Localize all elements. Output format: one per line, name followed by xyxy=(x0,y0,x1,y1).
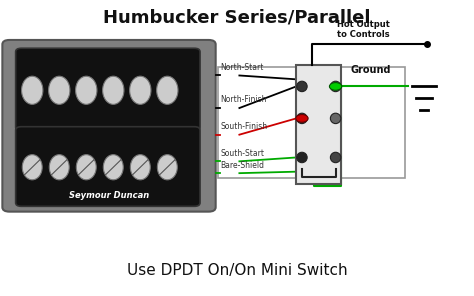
Ellipse shape xyxy=(48,76,70,104)
FancyBboxPatch shape xyxy=(16,48,200,131)
Ellipse shape xyxy=(76,155,96,180)
Text: Hot Output
to Controls: Hot Output to Controls xyxy=(337,20,390,39)
Ellipse shape xyxy=(102,76,124,104)
Text: South-Finish: South-Finish xyxy=(220,122,267,131)
Text: Use DPDT On/On Mini Switch: Use DPDT On/On Mini Switch xyxy=(127,263,347,278)
Text: Seymour Duncan: Seymour Duncan xyxy=(69,191,149,200)
Ellipse shape xyxy=(297,152,307,163)
Text: Humbucker Series/Parallel: Humbucker Series/Parallel xyxy=(103,9,371,27)
Text: Ground: Ground xyxy=(351,65,391,75)
Ellipse shape xyxy=(297,113,307,124)
Ellipse shape xyxy=(22,76,43,104)
Ellipse shape xyxy=(22,155,42,180)
FancyBboxPatch shape xyxy=(16,127,200,206)
Ellipse shape xyxy=(330,81,341,92)
Text: North-Start: North-Start xyxy=(220,63,264,72)
Ellipse shape xyxy=(130,76,151,104)
Circle shape xyxy=(329,83,342,90)
FancyBboxPatch shape xyxy=(296,65,341,184)
Text: North-Finish: North-Finish xyxy=(220,96,267,104)
Text: South-Start: South-Start xyxy=(220,149,264,158)
Ellipse shape xyxy=(330,113,341,124)
Ellipse shape xyxy=(76,76,97,104)
Ellipse shape xyxy=(157,76,178,104)
Ellipse shape xyxy=(157,155,177,180)
Ellipse shape xyxy=(330,152,341,163)
Ellipse shape xyxy=(103,155,123,180)
FancyBboxPatch shape xyxy=(2,40,216,212)
Ellipse shape xyxy=(49,155,69,180)
Ellipse shape xyxy=(130,155,150,180)
Ellipse shape xyxy=(297,81,307,92)
Text: Bare-Shield: Bare-Shield xyxy=(220,161,264,170)
Circle shape xyxy=(296,115,308,122)
